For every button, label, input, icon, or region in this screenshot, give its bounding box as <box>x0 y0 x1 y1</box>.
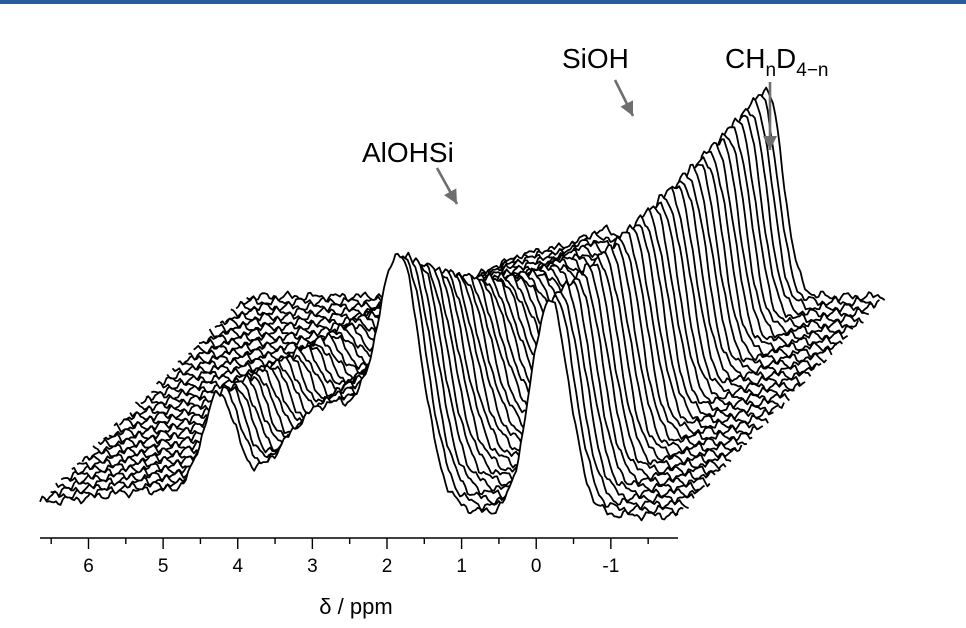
arrow-alohsi-head <box>444 188 457 204</box>
annotation-chnd4n-ch: CH <box>725 43 765 74</box>
spectrum-trace <box>219 117 860 330</box>
annotation-chnd4n-sub-n: n <box>765 60 776 81</box>
x-tick-label: 2 <box>382 556 393 577</box>
x-tick-label: 3 <box>307 556 318 577</box>
spectra-group <box>39 86 886 556</box>
annotation-chnd4n-sub-4n: 4−n <box>796 60 828 81</box>
x-axis-title: δ / ppm <box>319 594 392 619</box>
x-axis: 6 5 4 3 2 1 0 -1 <box>40 537 678 577</box>
x-tick-label: 4 <box>232 556 243 577</box>
x-tick-label: 0 <box>531 556 542 577</box>
arrow-chnd4n-head <box>763 136 777 150</box>
annotation-sioh: SiOH <box>562 43 629 74</box>
annotation-chnd4n-d: D <box>776 43 796 74</box>
spectrum-trace <box>235 97 875 314</box>
x-tick-label: 1 <box>456 556 467 577</box>
annotation-alohsi: AlOHSi <box>362 137 454 168</box>
x-tick-label: 6 <box>83 556 94 577</box>
annotation-arrows <box>435 79 777 205</box>
header-bar <box>0 0 966 4</box>
x-tick-label: -1 <box>602 556 619 577</box>
x-axis-ticks: 6 5 4 3 2 1 0 -1 <box>50 538 649 577</box>
arrow-sioh-head <box>620 100 633 116</box>
spectrum-trace <box>39 252 679 522</box>
x-tick-label: 5 <box>158 556 169 577</box>
spectrum-fill <box>40 253 678 556</box>
annotation-chnd4n: CHnD4−n <box>725 43 829 81</box>
